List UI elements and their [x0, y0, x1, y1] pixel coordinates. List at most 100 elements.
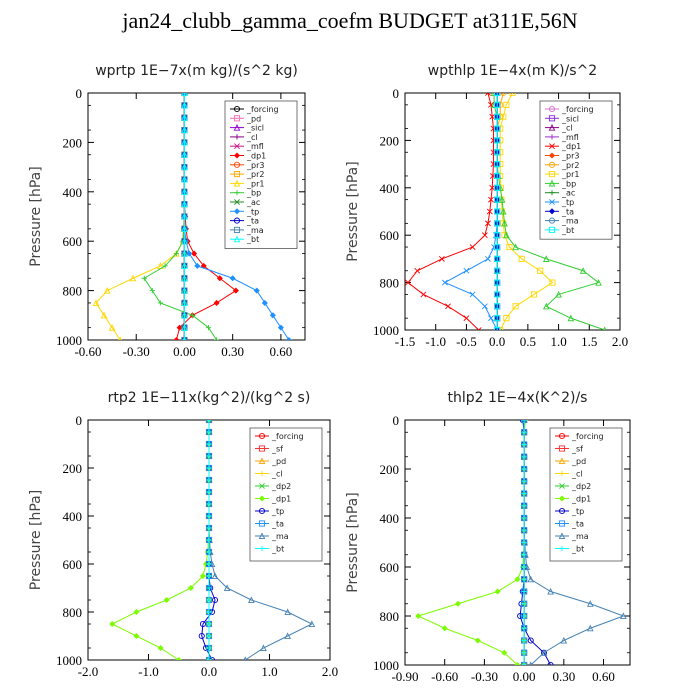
- legend-marker: [258, 457, 266, 465]
- data-point: [494, 243, 501, 251]
- data-point: [92, 299, 100, 306]
- legend-marker: [559, 470, 565, 477]
- legend-marker: [548, 115, 556, 122]
- legend-marker: [548, 217, 556, 224]
- data-point: [488, 101, 494, 108]
- legend-label: _ac: [246, 198, 260, 207]
- legend-label: _pr1: [561, 170, 579, 179]
- data-point: [547, 587, 554, 595]
- data-point: [206, 420, 212, 423]
- data-point: [181, 249, 188, 257]
- data-point: [555, 290, 562, 298]
- data-point: [494, 208, 501, 215]
- data-point: [579, 267, 587, 274]
- data-point: [586, 624, 594, 632]
- data-point: [494, 267, 501, 274]
- data-point: [162, 263, 168, 269]
- series-line: [111, 420, 210, 660]
- series-line: [407, 93, 494, 330]
- data-point: [521, 454, 527, 460]
- legend-marker: [558, 445, 566, 452]
- legend-label: _ta: [561, 207, 574, 216]
- data-point: [260, 644, 267, 652]
- x-tick-label: -2.0: [78, 664, 99, 679]
- data-point: [514, 576, 521, 583]
- legend-label: _forcing: [271, 432, 304, 441]
- series-dp1: [415, 420, 529, 665]
- data-point: [567, 314, 575, 322]
- data-point: [157, 300, 163, 306]
- y-tick-label: 400: [380, 511, 400, 526]
- data-point: [187, 584, 194, 592]
- data-point: [527, 637, 534, 644]
- x-tick-label: -0.30: [123, 344, 150, 359]
- legend-label: _forcing: [246, 105, 279, 114]
- data-point: [181, 225, 188, 232]
- legend-marker: [233, 123, 241, 131]
- data-point: [500, 113, 507, 120]
- legend-label: _cl: [561, 124, 573, 133]
- data-point: [542, 302, 550, 310]
- legend-label: _bt: [561, 226, 574, 235]
- data-point: [521, 662, 527, 665]
- data-point: [501, 649, 508, 656]
- series-bp: [141, 93, 220, 340]
- legend-marker: [234, 134, 240, 140]
- data-point: [469, 244, 476, 250]
- data-point: [521, 601, 527, 607]
- data-point: [512, 303, 519, 310]
- data-point: [521, 662, 528, 665]
- data-point: [261, 299, 268, 306]
- x-tick-label: 0.00: [173, 344, 196, 359]
- y-tick-label: 0: [393, 86, 400, 101]
- legend-marker: [558, 495, 566, 502]
- data-point: [108, 324, 116, 331]
- legend-label: _dp1: [571, 495, 591, 504]
- data-point: [498, 196, 506, 203]
- series-area: [92, 93, 292, 340]
- data-point: [620, 612, 627, 620]
- data-point: [494, 93, 501, 97]
- legend-marker: [259, 470, 265, 477]
- y-tick-label: 200: [380, 462, 400, 477]
- legend-label: _pr2: [246, 170, 264, 179]
- data-point: [181, 286, 188, 294]
- data-point: [527, 575, 535, 583]
- data-point: [494, 279, 501, 286]
- data-point: [586, 600, 594, 607]
- data-point: [213, 299, 220, 306]
- legend-label: _ma: [571, 532, 589, 541]
- data-point: [494, 161, 501, 168]
- data-point: [494, 315, 501, 322]
- legend-marker: [559, 545, 565, 552]
- y-axis-label: Pressure [hPa]: [345, 161, 361, 261]
- figure-title: jan24_clubb_gamma_coefm BUDGET at311E,56…: [122, 8, 578, 33]
- legend-marker: [548, 123, 556, 131]
- legend-marker: [233, 161, 241, 168]
- data-point: [206, 453, 212, 459]
- data-point: [405, 279, 411, 286]
- y-tick-label: 200: [63, 135, 83, 150]
- data-point: [547, 661, 554, 665]
- legend-label: _cl: [246, 133, 258, 142]
- panel-title: wpthlp 1E−4x(m K)/s^2: [428, 63, 597, 79]
- data-point: [420, 291, 427, 298]
- legend-marker: [548, 161, 556, 168]
- data-point: [223, 584, 231, 592]
- legend-marker: [258, 432, 266, 440]
- data-point: [521, 637, 527, 644]
- x-tick-label: 0.30: [552, 669, 575, 684]
- legend-marker: [233, 115, 241, 122]
- legend-marker: [558, 507, 566, 515]
- data-point: [181, 138, 188, 146]
- legend-label: _bt: [271, 545, 284, 554]
- x-tick-label: -1.5: [395, 334, 416, 349]
- data-point: [521, 552, 527, 558]
- legend-label: _pr3: [561, 152, 579, 161]
- series-dp1: [109, 420, 213, 660]
- data-point: [494, 149, 501, 156]
- legend-marker: [548, 152, 556, 159]
- data-point: [499, 207, 507, 215]
- legend-label: _dp1: [246, 152, 266, 161]
- data-point: [103, 286, 111, 294]
